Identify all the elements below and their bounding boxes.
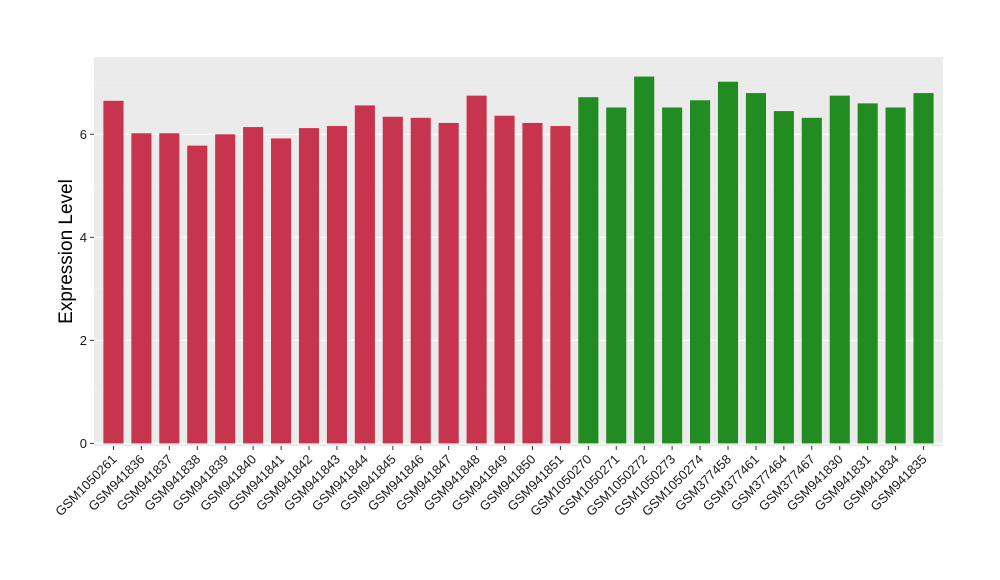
bar xyxy=(634,76,655,444)
bar xyxy=(773,111,794,444)
bar xyxy=(606,107,627,444)
bar xyxy=(187,145,208,444)
bar xyxy=(271,138,292,444)
bar xyxy=(215,134,236,444)
bar xyxy=(913,93,934,444)
grid-lines xyxy=(94,82,943,444)
bar xyxy=(857,103,878,444)
bar xyxy=(326,126,347,444)
bar xyxy=(801,117,822,444)
y-axis-title: Expression Level xyxy=(56,179,77,324)
bar xyxy=(717,81,739,444)
bar xyxy=(243,127,264,444)
bar xyxy=(438,122,459,444)
bar xyxy=(410,117,431,444)
bar xyxy=(131,133,152,444)
bar xyxy=(298,128,320,444)
bar xyxy=(354,105,375,444)
bar xyxy=(829,95,850,444)
y-tick-label: 4 xyxy=(80,230,87,245)
bar xyxy=(103,100,124,444)
plot-panel xyxy=(94,57,943,446)
y-tick-label: 6 xyxy=(80,127,87,142)
bar xyxy=(159,133,180,444)
bar xyxy=(550,126,571,444)
bar xyxy=(690,100,711,444)
y-axis: 0 2 4 6 xyxy=(80,127,94,451)
bar xyxy=(885,107,906,444)
bar xyxy=(382,116,403,444)
y-tick-label: 2 xyxy=(80,333,87,348)
bar xyxy=(662,107,683,444)
x-axis: GSM1050261GSM941836GSM941837GSM941838GSM… xyxy=(52,446,930,519)
bars xyxy=(103,76,934,444)
y-tick-label: 0 xyxy=(80,436,87,451)
bar xyxy=(745,93,766,444)
bar xyxy=(522,122,543,444)
bar xyxy=(578,97,599,444)
bar xyxy=(466,95,487,444)
bar xyxy=(494,115,515,444)
